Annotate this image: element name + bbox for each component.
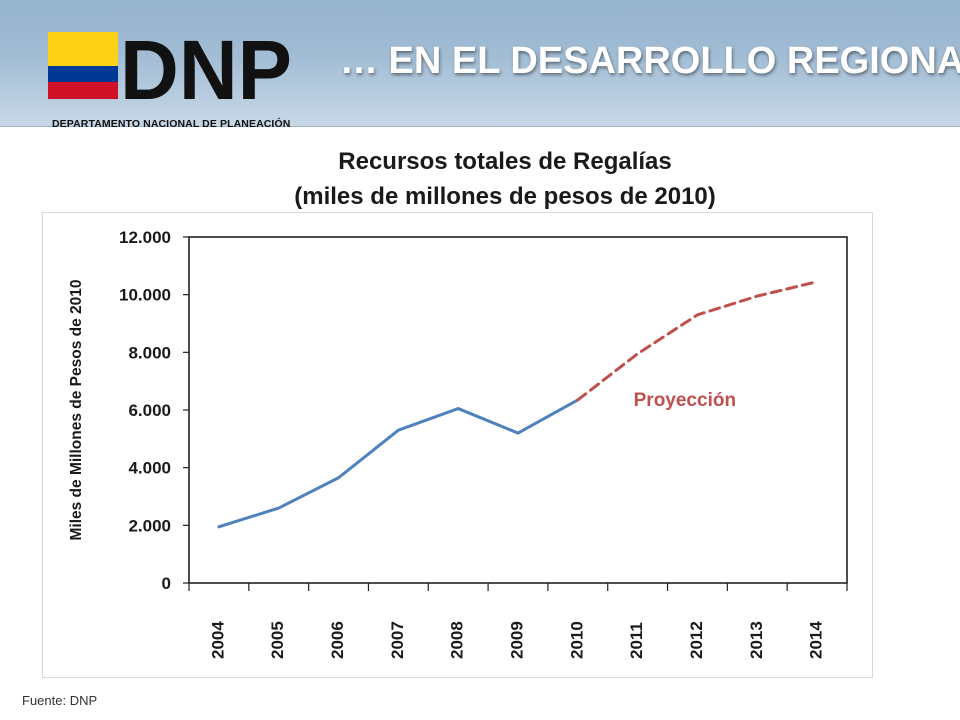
y-tick-label: 12.000 xyxy=(119,228,171,247)
source-note: Fuente: DNP xyxy=(22,693,98,708)
y-tick-label: 4.000 xyxy=(128,459,171,478)
plot-area xyxy=(188,236,848,584)
dnp-logo: DNP DEPARTAMENTO NACIONAL DE PLANEACIÓN xyxy=(48,23,298,130)
x-tick-label: 2005 xyxy=(268,621,287,659)
chart-subtitle: (miles de millones de pesos de 2010) xyxy=(294,183,716,210)
y-tick-label: 0 xyxy=(162,574,171,593)
y-tick-label: 8.000 xyxy=(128,343,171,362)
x-tick-label: 2009 xyxy=(507,621,526,659)
y-axis-title: Miles de Millones de Pesos de 2010 xyxy=(68,279,85,540)
dnp-logo-graphic: DNP xyxy=(48,23,292,117)
flag-blue-stripe xyxy=(48,66,118,82)
logo-letters: DNP xyxy=(120,28,292,110)
projection-series-line xyxy=(576,280,819,402)
x-tick-label: 2014 xyxy=(807,621,826,659)
chart-frame: 0 2.000 4.000 6.000 8.000 10.000 12.000 2004 200… xyxy=(42,212,873,678)
x-tick-label: 2006 xyxy=(328,621,347,659)
x-tick-label: 2004 xyxy=(208,621,227,659)
page-title: … EN EL DESARROLLO REGIONAL xyxy=(340,40,960,82)
header-banner: DNP DEPARTAMENTO NACIONAL DE PLANEACIÓN … xyxy=(0,0,960,130)
x-tick-label: 2011 xyxy=(627,622,646,659)
historical-series-line xyxy=(217,398,580,529)
flag-yellow-stripe xyxy=(48,32,118,66)
y-tick-label: 6.000 xyxy=(128,401,171,420)
logo-subtext: DEPARTAMENTO NACIONAL DE PLANEACIÓN xyxy=(52,118,291,130)
line-chart: 0 2.000 4.000 6.000 8.000 10.000 12.000 2004 200… xyxy=(68,228,848,659)
flag-red-stripe xyxy=(48,82,118,99)
x-tick-label: 2013 xyxy=(747,621,766,659)
x-tick-label: 2012 xyxy=(687,621,706,659)
header-shine xyxy=(0,0,960,60)
projection-annotation: Proyección xyxy=(634,390,736,411)
x-tick-label: 2007 xyxy=(388,621,407,659)
chart-title: Recursos totales de Regalías xyxy=(338,148,672,175)
y-tick-label: 10.000 xyxy=(119,286,171,305)
x-tick-label: 2010 xyxy=(567,621,586,659)
x-tick-label: 2008 xyxy=(448,621,467,659)
y-tick-label: 2.000 xyxy=(128,516,171,535)
